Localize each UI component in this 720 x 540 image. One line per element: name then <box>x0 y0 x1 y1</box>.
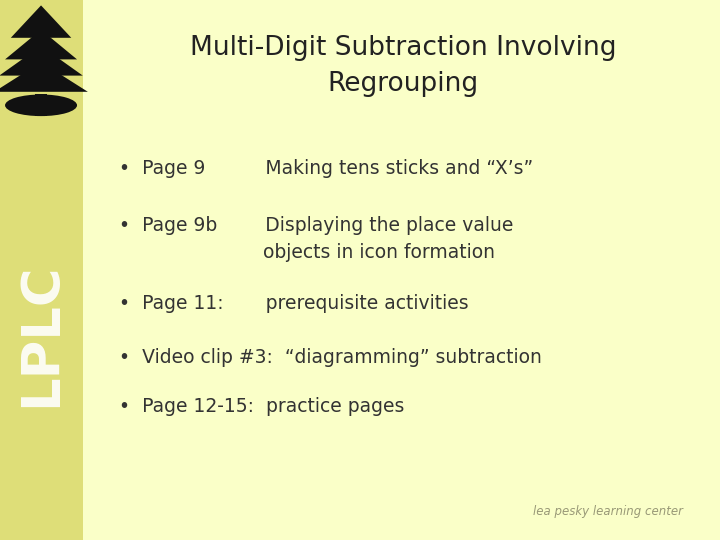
Text: •  Page 11:       prerequisite activities: • Page 11: prerequisite activities <box>119 294 469 313</box>
Polygon shape <box>0 62 88 92</box>
FancyBboxPatch shape <box>35 94 47 116</box>
Ellipse shape <box>5 94 77 116</box>
Text: Multi-Digit Subtraction Involving
Regrouping: Multi-Digit Subtraction Involving Regrou… <box>190 35 616 97</box>
Text: •  Page 12-15:  practice pages: • Page 12-15: practice pages <box>119 397 404 416</box>
Text: •  Page 9          Making tens sticks and “X’s”: • Page 9 Making tens sticks and “X’s” <box>119 159 533 178</box>
Text: •  Video clip #3:  “diagramming” subtraction: • Video clip #3: “diagramming” subtracti… <box>119 348 541 367</box>
Polygon shape <box>5 30 77 59</box>
Text: LPLC: LPLC <box>15 262 67 407</box>
Text: •  Page 9b        Displaying the place value
                        objects in : • Page 9b Displaying the place value obj… <box>119 216 513 262</box>
Polygon shape <box>11 5 71 38</box>
Polygon shape <box>0 46 83 76</box>
Text: lea pesky learning center: lea pesky learning center <box>534 505 683 518</box>
FancyBboxPatch shape <box>0 0 83 540</box>
